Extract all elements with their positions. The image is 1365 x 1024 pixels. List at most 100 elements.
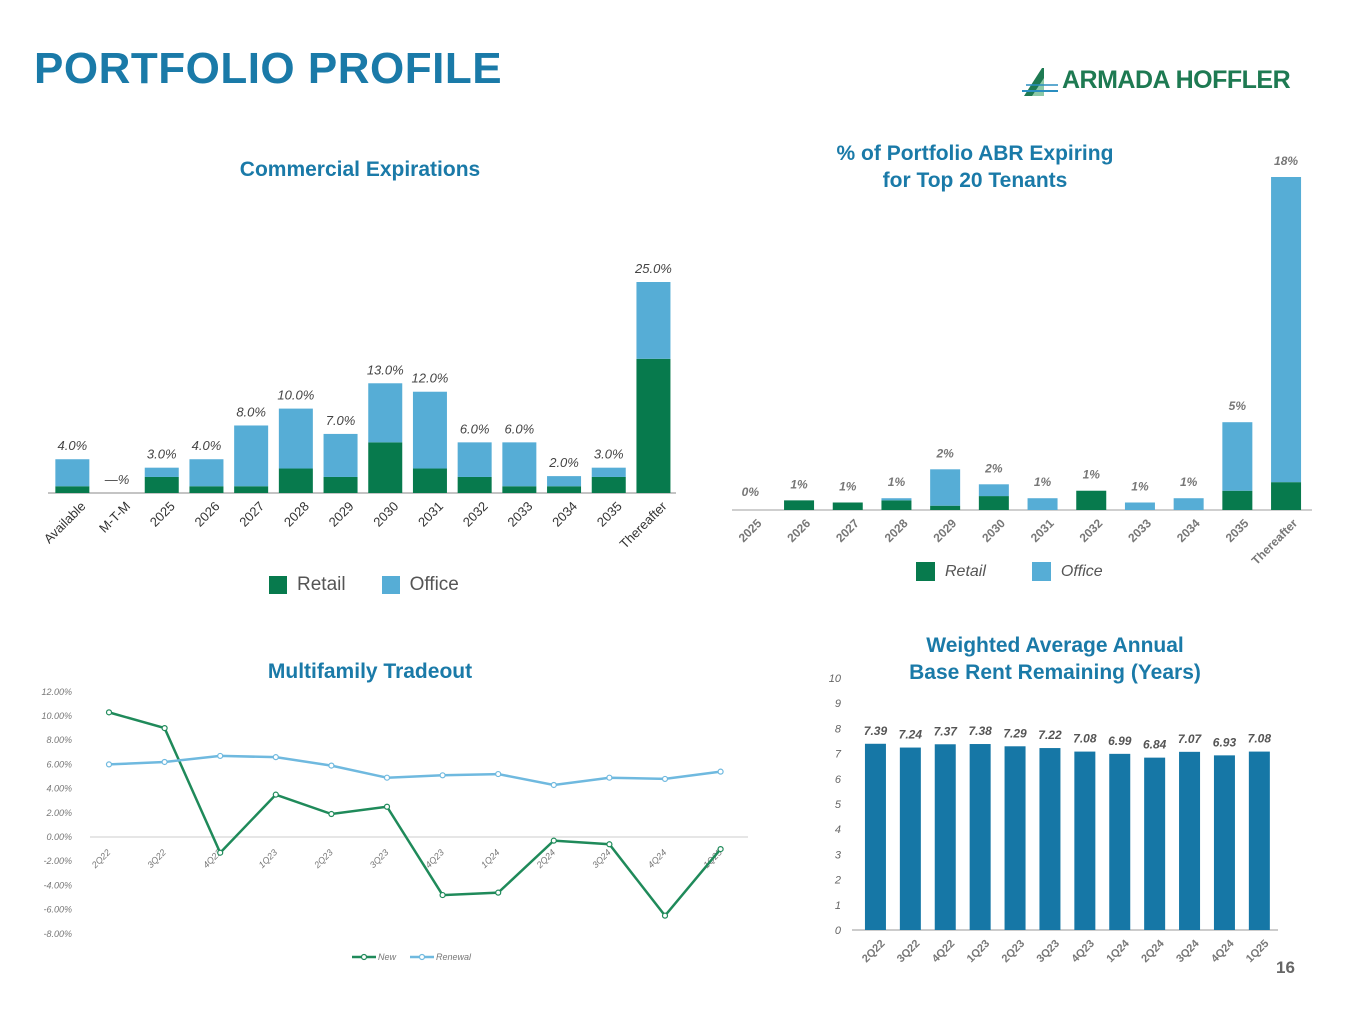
retail-swatch-2 [916,562,935,581]
y-tick-label: 2.00% [45,808,72,818]
data-label: 4.0% [58,438,88,453]
bar-office-Available [55,459,90,487]
data-label: 10.0% [277,388,314,403]
commercial-expirations-legend: Retail Office [269,574,495,596]
bar-office-2029 [930,469,961,506]
bar-retail-2027 [832,502,863,510]
y-tick-label: 12.00% [41,687,72,697]
bar-office-2033 [1124,502,1155,510]
point-renewal [328,762,335,769]
data-label: 3.0% [594,447,624,462]
bar-retail-2026 [784,500,815,510]
data-label: 25.0% [634,261,672,276]
bar-retail-2035 [591,476,626,493]
page-title: PORTFOLIO PROFILE [34,44,503,93]
data-label: 0% [742,485,760,499]
x-tick-label: 2Q24 [1139,937,1167,965]
y-tick-label: -6.00% [43,905,72,915]
legend-label-new: New [378,952,397,962]
y-tick-label: 0 [835,925,842,937]
legend-item-office-2: Office [1031,562,1103,581]
data-label: 13.0% [367,362,404,377]
point-renewal [717,768,724,775]
bar-retail-2033 [502,486,537,493]
legend-label-retail-2: Retail [945,562,986,580]
data-label: 12.0% [412,371,449,386]
bar-3Q23 [1039,748,1061,930]
bar-retail-2035 [1222,490,1253,510]
point-new [661,912,669,919]
point-renewal [661,775,669,783]
bar-retail-2030 [978,496,1009,510]
multifamily-tradeout-title-text: Multifamily Tradeout [267,660,473,683]
bar-retail-2029 [930,505,961,510]
y-tick-label: 4.00% [46,784,72,794]
bar-retail-2030 [368,442,403,493]
bar-office-Thereafter [1271,177,1302,483]
point-new [606,841,613,848]
bar-retail-Thereafter [636,358,671,493]
wa-rent-title-line2: Base Rent Remaining (Years) [909,661,1201,684]
bar-3Q22 [899,747,921,930]
bar-1Q24 [1109,753,1131,930]
legend-label-office: Office [409,574,459,595]
point-new [328,810,335,818]
line-renewal [108,754,721,787]
bar-office-2030 [978,484,1009,497]
point-renewal [495,770,502,778]
bar-retail-2032 [1076,490,1107,510]
top20-abr-legend: Retail Office [916,562,1139,581]
bar-2Q22 [864,743,886,930]
bar-retail-2025 [144,476,179,493]
x-tick-label: 3Q22 [895,938,923,966]
commercial-expirations-title: Commercial Expirations [200,156,520,183]
data-label: 7.0% [326,413,356,428]
legend-label-office-2: Office [1060,562,1103,580]
data-label: 2% [984,461,1003,475]
company-logo: ARMADA HOFFLER [1022,62,1302,102]
bar-3Q24 [1179,751,1201,930]
y-tick-label: 1 [835,900,841,912]
data-label: 1% [888,475,906,489]
bar-4Q23 [1074,751,1096,930]
bar-retail-Available [55,486,90,493]
y-tick-label: 10.00% [41,711,72,721]
y-tick-label: 8 [835,723,842,735]
bar-1Q23 [969,744,991,930]
x-tick-label: 4Q24 [1209,937,1237,965]
data-label: 1% [839,480,857,494]
bar-retail-2031 [412,468,447,493]
data-label: 7.22 [1038,728,1062,742]
point-new [495,889,502,896]
office-swatch [381,576,400,594]
data-label: 1% [1180,475,1198,489]
data-label: 7.08 [1073,732,1097,746]
point-new [272,791,279,798]
page-number: 16 [1276,958,1295,977]
x-tick-label: 3Q24 [1174,937,1202,965]
bar-office-2035 [591,467,626,477]
y-tick-label: 3 [835,849,842,861]
logo-mark-icon [1022,68,1058,96]
y-tick-label: 9 [835,698,841,710]
top20-abr-title-line1: % of Portfolio ABR Expiring [836,142,1114,165]
bar-office-2025 [144,467,179,477]
bar-retail-2028 [278,468,313,493]
y-tick-label: -4.00% [43,880,72,890]
y-tick-label: 10 [829,673,842,685]
legend-label-renewal: Renewal [436,952,472,962]
y-tick-label: 6.00% [46,759,72,769]
retail-swatch [269,576,287,594]
point-new [717,845,724,853]
point-new [383,803,391,810]
bar-retail-2032 [457,476,492,493]
data-label: 7.07 [1178,732,1203,746]
bar-2Q24 [1144,757,1166,930]
bar-1Q25 [1248,751,1270,930]
x-tick-label: 1Q23 [965,938,993,966]
bar-2Q23 [1004,746,1026,930]
data-label: 18% [1274,154,1298,168]
